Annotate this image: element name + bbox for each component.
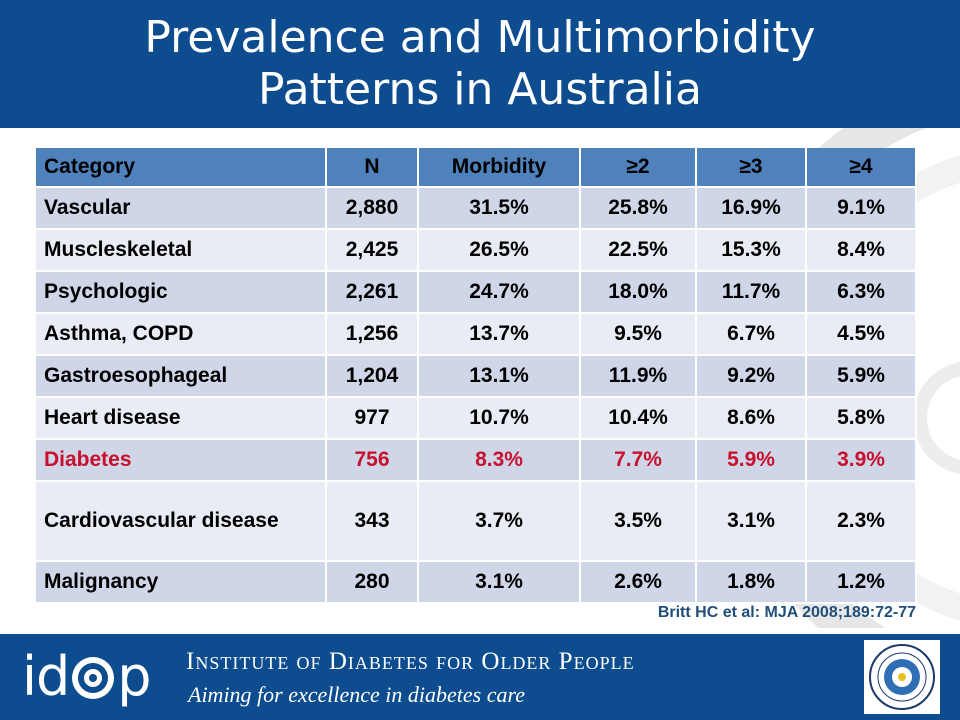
table-row: Asthma, COPD 1,256 13.7% 9.5% 6.7% 4.5% <box>36 313 917 356</box>
cell-category: Gastroesophageal <box>36 355 327 398</box>
cell-ge3: 9.2% <box>696 355 807 398</box>
table-row: Cardiovascular disease 343 3.7% 3.5% 3.1… <box>36 481 917 562</box>
cell-n: 756 <box>326 439 419 482</box>
target-icon <box>72 657 115 699</box>
cell-morbidity: 3.1% <box>418 561 581 604</box>
cell-n: 2,880 <box>326 187 419 230</box>
slide-header: Prevalence and Multimorbidity Patterns i… <box>0 0 960 128</box>
table-row: Vascular 2,880 31.5% 25.8% 16.9% 9.1% <box>36 187 917 230</box>
header-n: N <box>326 148 419 188</box>
header-category: Category <box>36 148 327 188</box>
cell-ge4: 1.2% <box>806 561 917 604</box>
cell-morbidity: 24.7% <box>418 271 581 314</box>
cell-n: 2,261 <box>326 271 419 314</box>
association-seal-icon <box>864 640 940 714</box>
cell-ge3: 8.6% <box>696 397 807 440</box>
cell-morbidity: 26.5% <box>418 229 581 272</box>
cell-morbidity: 10.7% <box>418 397 581 440</box>
table-row: Gastroesophageal 1,204 13.1% 11.9% 9.2% … <box>36 355 917 398</box>
cell-ge4: 4.5% <box>806 313 917 356</box>
idop-logo: id p <box>22 642 152 712</box>
cell-ge4: 6.3% <box>806 271 917 314</box>
cell-morbidity: 13.7% <box>418 313 581 356</box>
cell-n: 1,204 <box>326 355 419 398</box>
footer-bar: id p Institute of Diabetes for Older Peop… <box>0 634 960 720</box>
logo-text-left: id <box>22 645 70 708</box>
institute-tagline: Aiming for excellence in diabetes care <box>188 682 526 707</box>
cell-ge4: 3.9% <box>806 439 917 482</box>
table-row: Malignancy 280 3.1% 2.6% 1.8% 1.2% <box>36 561 917 604</box>
cell-n: 280 <box>326 561 419 604</box>
cell-ge3: 16.9% <box>696 187 807 230</box>
cell-ge3: 15.3% <box>696 229 807 272</box>
table-row-diabetes: Diabetes 756 8.3% 7.7% 5.9% 3.9% <box>36 439 917 482</box>
cell-category: Muscleskeletal <box>36 229 327 272</box>
cell-category: Diabetes <box>36 439 327 482</box>
table-header-row: Category N Morbidity ≥2 ≥3 ≥4 <box>36 148 917 188</box>
cell-ge2: 18.0% <box>580 271 697 314</box>
cell-morbidity: 13.1% <box>418 355 581 398</box>
cell-morbidity: 8.3% <box>418 439 581 482</box>
cell-category: Psychologic <box>36 271 327 314</box>
logo-text-right: p <box>117 645 151 708</box>
cell-n: 343 <box>326 481 419 562</box>
table-row: Muscleskeletal 2,425 26.5% 22.5% 15.3% 8… <box>36 229 917 272</box>
cell-ge2: 22.5% <box>580 229 697 272</box>
table-row: Psychologic 2,261 24.7% 18.0% 11.7% 6.3% <box>36 271 917 314</box>
cell-ge3: 6.7% <box>696 313 807 356</box>
cell-ge4: 8.4% <box>806 229 917 272</box>
citation: Britt HC et al: MJA 2008;189:72-77 <box>657 604 916 621</box>
header-morbidity: Morbidity <box>418 148 581 188</box>
cell-ge3: 11.7% <box>696 271 807 314</box>
cell-category: Vascular <box>36 187 327 230</box>
cell-category: Asthma, COPD <box>36 313 327 356</box>
slide-title-line-2: Patterns in Australia <box>258 64 702 115</box>
header-ge4: ≥4 <box>806 148 917 188</box>
cell-ge2: 7.7% <box>580 439 697 482</box>
morbidity-table: Category N Morbidity ≥2 ≥3 ≥4 Vascular 2… <box>36 148 917 604</box>
cell-ge3: 5.9% <box>696 439 807 482</box>
institute-name: Institute of Diabetes for Older People <box>186 648 635 675</box>
cell-category: Heart disease <box>36 397 327 440</box>
cell-ge4: 5.8% <box>806 397 917 440</box>
cell-n: 1,256 <box>326 313 419 356</box>
cell-n: 2,425 <box>326 229 419 272</box>
cell-morbidity: 3.7% <box>418 481 581 562</box>
cell-ge4: 2.3% <box>806 481 917 562</box>
cell-ge4: 9.1% <box>806 187 917 230</box>
cell-ge2: 25.8% <box>580 187 697 230</box>
cell-ge3: 3.1% <box>696 481 807 562</box>
header-ge3: ≥3 <box>696 148 807 188</box>
header-ge2: ≥2 <box>580 148 697 188</box>
cell-n: 977 <box>326 397 419 440</box>
cell-ge2: 11.9% <box>580 355 697 398</box>
cell-ge3: 1.8% <box>696 561 807 604</box>
cell-ge2: 3.5% <box>580 481 697 562</box>
cell-category: Cardiovascular disease <box>36 481 327 562</box>
table-row: Heart disease 977 10.7% 10.4% 8.6% 5.8% <box>36 397 917 440</box>
cell-ge4: 5.9% <box>806 355 917 398</box>
cell-ge2: 10.4% <box>580 397 697 440</box>
cell-ge2: 9.5% <box>580 313 697 356</box>
cell-morbidity: 31.5% <box>418 187 581 230</box>
slide-title-line-1: Prevalence and Multimorbidity <box>144 12 816 63</box>
cell-category: Malignancy <box>36 561 327 604</box>
cell-ge2: 2.6% <box>580 561 697 604</box>
